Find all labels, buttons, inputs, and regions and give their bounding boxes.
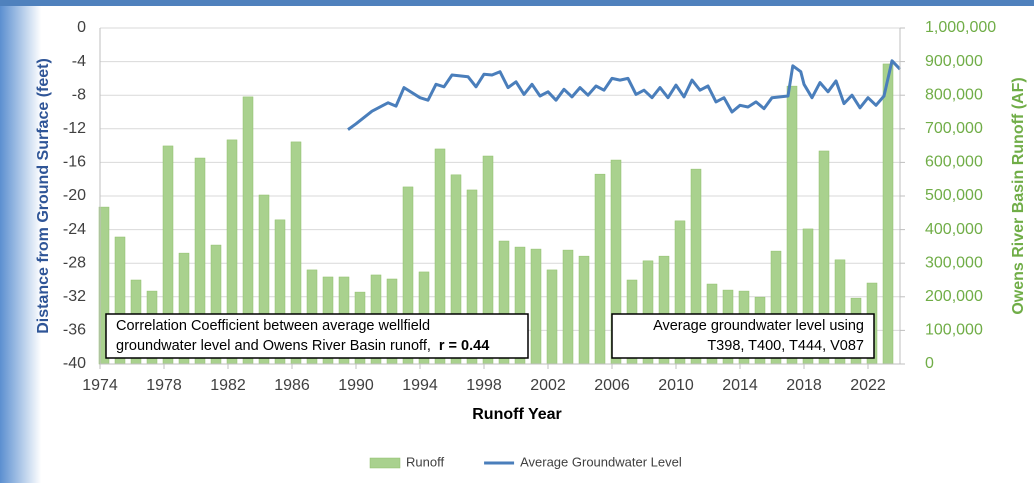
groundwater-line [347, 59, 902, 131]
bar [530, 248, 542, 365]
legend-label: Runoff [406, 454, 444, 469]
y2-tick-label: 400,000 [925, 221, 983, 238]
x-tick-label: 1978 [146, 377, 182, 394]
bar [882, 63, 894, 365]
y-tick-label: 0 [77, 19, 86, 36]
x-tick-label: 2002 [530, 377, 566, 394]
annotation-line: groundwater level and Owens River Basin … [116, 338, 431, 354]
y2-axis-title: Owens River Basin Runoff (AF) [1010, 77, 1027, 314]
annotation-box [105, 313, 529, 359]
y2-tick-label: 900,000 [925, 53, 983, 70]
top-band [0, 0, 1034, 6]
y-tick-label: -12 [63, 120, 86, 137]
y2-tick-label: 200,000 [925, 288, 983, 305]
x-tick-label: 1990 [338, 377, 374, 394]
annotation-text: T398, T400, T444, V087 [707, 338, 864, 354]
x-tick-label: 1986 [274, 377, 310, 394]
y-tick-label: -24 [63, 221, 86, 238]
annotation-line: Correlation Coefficient between average … [116, 318, 430, 334]
x-tick-label: 1974 [82, 377, 118, 394]
annotation-text: Average groundwater level using [653, 318, 864, 334]
x-tick-label: 2018 [786, 377, 822, 394]
y2-tick-label: 500,000 [925, 187, 983, 204]
y-tick-label: -32 [63, 288, 86, 305]
y-tick-label: -28 [63, 254, 86, 271]
y-tick-label: -4 [72, 53, 86, 70]
y2-tick-label: 1,000,000 [925, 19, 996, 36]
annotation-line: T398, T400, T444, V087 [707, 338, 864, 354]
annotation-box [611, 313, 875, 359]
annotation-text: groundwater level and Owens River Basin … [116, 338, 489, 354]
y-tick-label: -8 [72, 86, 86, 103]
y-tick-label: -40 [63, 355, 86, 372]
y2-tick-label: 700,000 [925, 120, 983, 137]
x-tick-label: 1998 [466, 377, 502, 394]
y2-tick-label: 800,000 [925, 86, 983, 103]
bar [594, 173, 606, 365]
y-tick-label: -20 [63, 187, 86, 204]
annotation-line: Average groundwater level using [653, 318, 864, 334]
bar [578, 255, 590, 365]
annotation-emphasis: r = 0.44 [439, 338, 489, 354]
legend-swatch [369, 457, 401, 469]
x-tick-label: 2006 [594, 377, 630, 394]
x-tick-label: 2022 [850, 377, 886, 394]
y2-tick-label: 0 [925, 355, 934, 372]
x-tick-label: 2010 [658, 377, 694, 394]
y2-tick-label: 300,000 [925, 254, 983, 271]
x-tick-label: 1994 [402, 377, 438, 394]
y-tick-label: -16 [63, 154, 86, 171]
x-axis-title: Runoff Year [472, 406, 562, 423]
y-tick-label: -36 [63, 322, 86, 339]
x-tick-label: 2014 [722, 377, 758, 394]
y-axis-title: Distance from Ground Surface (feet) [35, 58, 52, 334]
y2-tick-label: 100,000 [925, 322, 983, 339]
x-tick-label: 1982 [210, 377, 246, 394]
annotation-text: Correlation Coefficient between average … [116, 318, 430, 334]
y2-tick-label: 600,000 [925, 154, 983, 171]
bar [562, 249, 574, 365]
legend-label: Average Groundwater Level [520, 454, 682, 469]
bar [546, 269, 558, 365]
